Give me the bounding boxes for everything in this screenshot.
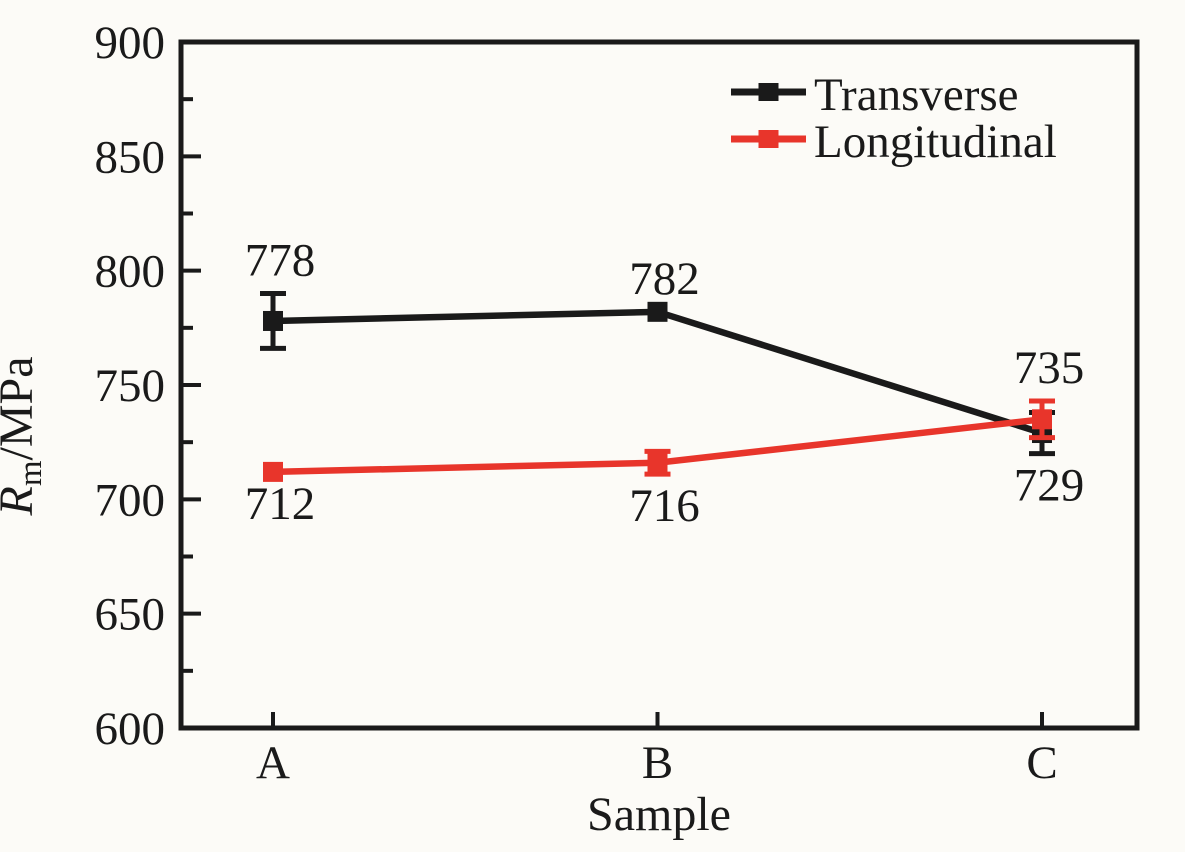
point-label: 729 [1014,460,1085,512]
data-point-marker-transverse [263,310,283,331]
data-point-marker-longitudinal [1032,409,1052,430]
point-label: 712 [245,478,316,530]
y-tick-label: 800 [95,246,166,298]
x-tick-label: A [256,737,290,789]
data-point-marker-longitudinal [263,461,283,482]
y-tick-label: 600 [95,703,166,755]
point-label: 778 [245,235,316,287]
x-tick-label: B [642,737,673,789]
x-axis-title: Sample [587,788,731,841]
data-point-marker-transverse [647,301,668,322]
y-tick-label: 700 [95,474,166,526]
x-tick-label: C [1026,737,1057,789]
data-point-marker-longitudinal [647,452,668,473]
legend-label-transverse: Transverse [814,69,1019,121]
legend-marker-transverse [758,83,779,101]
y-axis-title: Rm/MPa [0,356,49,516]
point-label: 782 [629,253,700,305]
legend-marker-longitudinal [758,130,779,148]
legend-label-longitudinal: Longitudinal [814,116,1057,168]
point-label: 735 [1014,342,1085,394]
y-tick-label: 750 [95,360,166,412]
y-tick-label: 900 [95,17,166,69]
y-tick-label: 850 [95,131,166,183]
y-tick-label: 650 [95,589,166,641]
point-label: 716 [629,480,700,532]
